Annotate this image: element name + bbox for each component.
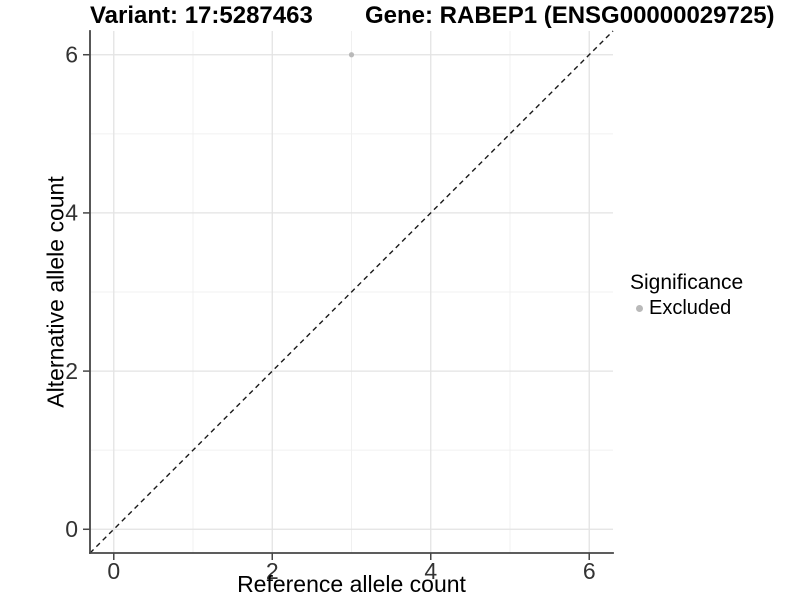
variant-title: Variant: 17:5287463 — [90, 2, 313, 29]
x-axis-title: Reference allele count — [237, 571, 466, 597]
y-tick-label: 6 — [65, 42, 78, 68]
y-tick-label: 2 — [65, 358, 78, 384]
legend: Significance Excluded — [630, 270, 743, 320]
legend-item-label: Excluded — [649, 297, 732, 319]
x-tick-label: 2 — [266, 558, 279, 584]
data-point — [348, 52, 355, 58]
y-tick-label: 4 — [65, 200, 78, 226]
y-tick-label: 0 — [65, 516, 78, 542]
plot-panel: 0 2 4 6 0 2 4 6 — [65, 30, 614, 584]
excluded-point-swatch — [636, 305, 643, 312]
legend-item-excluded: Excluded — [636, 297, 743, 320]
gene-title: Gene: RABEP1 (ENSG00000029725) — [365, 2, 775, 29]
x-tick-label: 0 — [107, 558, 120, 584]
identity-line — [89, 30, 614, 554]
legend-title: Significance — [630, 271, 744, 294]
x-tick-label: 4 — [424, 558, 437, 584]
x-tick-label: 6 — [583, 558, 596, 584]
